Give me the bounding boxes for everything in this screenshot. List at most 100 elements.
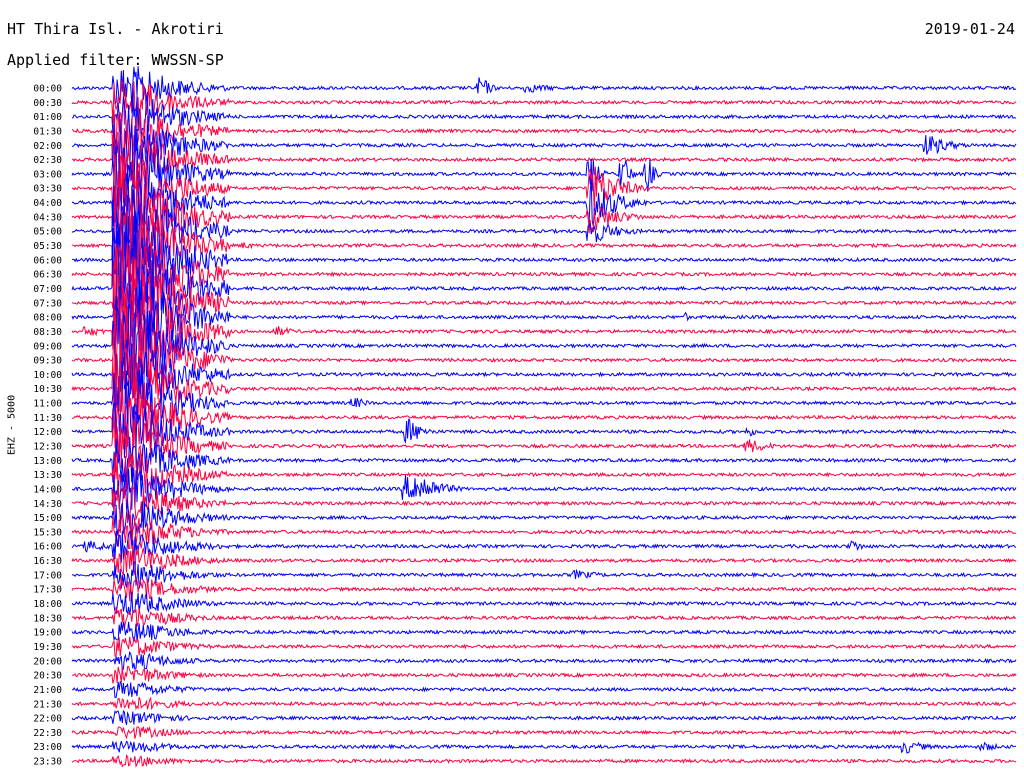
- trace-row-0000: [71, 66, 1017, 108]
- trace-row-1930: [71, 636, 1017, 657]
- trace-row-2030: [71, 666, 1017, 684]
- row-time-label: 13:00: [33, 456, 62, 467]
- row-time-label: 09:00: [33, 341, 62, 352]
- trace-row-1030: [71, 353, 1017, 425]
- trace-row-1900: [71, 621, 1017, 642]
- row-time-label: 14:00: [33, 484, 62, 495]
- trace-row-0330: [71, 153, 1017, 222]
- row-time-label: 17:00: [33, 570, 62, 581]
- trace-row-0400: [71, 164, 1017, 242]
- row-time-label: 06:30: [33, 270, 62, 281]
- row-time-label: 08:30: [33, 327, 62, 338]
- trace-row-2230: [71, 725, 1017, 740]
- trace-row-0830: [71, 289, 1017, 375]
- trace-row-2200: [71, 709, 1017, 725]
- row-time-label: 22:00: [33, 714, 62, 725]
- row-time-label: 11:00: [33, 399, 62, 410]
- row-time-label: 03:00: [33, 169, 62, 180]
- trace-row-1330: [71, 452, 1017, 499]
- trace-row-1200: [71, 402, 1017, 459]
- trace-row-1500: [71, 500, 1017, 537]
- row-time-label: 02:30: [33, 155, 62, 166]
- trace-row-0700: [71, 230, 1017, 343]
- row-time-label: 20:30: [33, 671, 62, 682]
- trace-row-1400: [71, 467, 1017, 510]
- trace-row-1430: [71, 485, 1017, 524]
- row-time-label: 00:30: [33, 98, 62, 109]
- trace-row-2130: [71, 696, 1016, 711]
- trace-row-1530: [71, 513, 1017, 549]
- station-title: HT Thira Isl. - Akrotiri: [7, 20, 224, 38]
- row-time-label: 08:00: [33, 313, 62, 324]
- row-time-label: 06:00: [33, 255, 62, 266]
- row-time-label: 12:00: [33, 427, 62, 438]
- row-time-label: 14:30: [33, 499, 62, 510]
- trace-row-0630: [71, 223, 1017, 328]
- row-time-label: 16:00: [33, 542, 62, 553]
- row-time-label: 00:00: [33, 84, 62, 95]
- row-time-label: 12:30: [33, 442, 62, 453]
- trace-row-0230: [72, 128, 1017, 192]
- trace-row-0430: [71, 179, 1017, 259]
- trace-row-0730: [71, 247, 1017, 358]
- trace-row-0500: [71, 187, 1017, 275]
- row-time-label: 15:30: [33, 527, 62, 538]
- row-time-label: 15:00: [33, 513, 62, 524]
- trace-row-1600: [71, 530, 1016, 563]
- trace-row-0100: [71, 92, 1017, 140]
- date-label: 2019-01-24: [924, 20, 1015, 38]
- trace-row-0600: [71, 209, 1017, 309]
- row-time-label: 19:30: [33, 642, 62, 653]
- trace-row-0530: [71, 201, 1017, 293]
- trace-row-0800: [71, 273, 1017, 367]
- trace-row-1000: [71, 343, 1017, 411]
- row-time-label: 19:00: [33, 628, 62, 639]
- row-time-label: 22:30: [33, 728, 62, 739]
- trace-row-0930: [71, 318, 1017, 401]
- row-time-label: 11:30: [33, 413, 62, 424]
- trace-row-0900: [71, 303, 1017, 390]
- trace-row-0300: [71, 143, 1017, 207]
- row-time-label: 18:30: [33, 613, 62, 624]
- row-time-label: 01:00: [33, 112, 62, 123]
- filter-value: WWSSN-SP: [151, 51, 224, 69]
- trace-row-1700: [71, 560, 1017, 590]
- row-time-label: 01:30: [33, 126, 62, 137]
- row-time-label: 21:00: [33, 685, 62, 696]
- trace-row-1800: [71, 591, 1017, 615]
- trace-row-2000: [71, 650, 1017, 671]
- row-time-label: 16:30: [33, 556, 62, 567]
- trace-row-1130: [71, 387, 1017, 449]
- row-time-label: 13:30: [33, 470, 62, 481]
- row-time-label: 05:30: [33, 241, 62, 252]
- row-time-label: 04:30: [33, 212, 62, 223]
- trace-row-1630: [71, 545, 1017, 576]
- trace-row-2100: [71, 680, 1017, 698]
- trace-row-1230: [71, 419, 1017, 469]
- row-time-label: 04:00: [33, 198, 62, 209]
- row-time-label: 20:00: [33, 656, 62, 667]
- row-time-label: 18:00: [33, 599, 62, 610]
- trace-row-1830: [71, 606, 1017, 630]
- trace-row-0200: [71, 118, 1017, 174]
- trace-row-1300: [71, 436, 1017, 486]
- row-time-label: 07:00: [33, 284, 62, 295]
- row-time-label: 07:30: [33, 298, 62, 309]
- row-time-label: 09:30: [33, 356, 62, 367]
- filter-label: Applied filter:: [7, 51, 143, 69]
- row-time-label: 10:00: [33, 370, 62, 381]
- row-time-label: 02:00: [33, 141, 62, 152]
- row-time-label: 23:00: [33, 742, 62, 753]
- trace-row-0030: [71, 80, 1017, 125]
- trace-row-1100: [71, 370, 1017, 436]
- row-time-label: 10:30: [33, 384, 62, 395]
- trace-row-0130: [71, 108, 1017, 158]
- row-time-label: 17:30: [33, 585, 62, 596]
- row-time-label: 05:00: [33, 227, 62, 238]
- row-time-label: 23:30: [33, 757, 62, 768]
- trace-row-2330: [71, 754, 1017, 768]
- trace-row-1730: [71, 576, 1017, 602]
- filter-line: Applied filter: WWSSN-SP: [7, 51, 224, 69]
